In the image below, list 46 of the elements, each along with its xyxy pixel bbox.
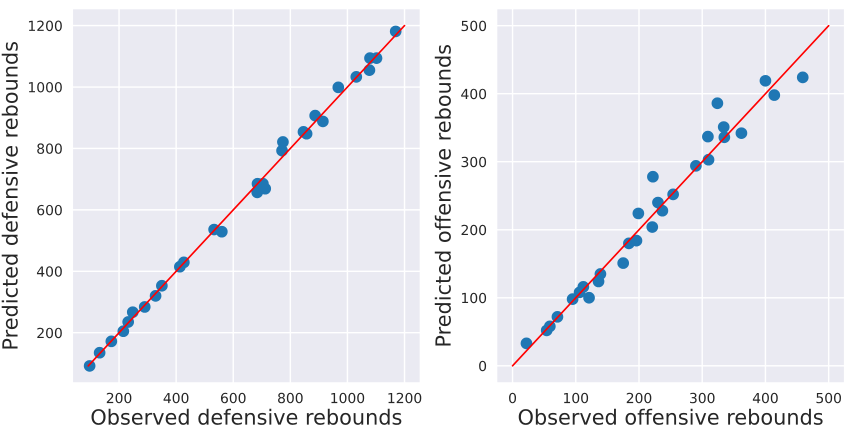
x-tick-label: 100 <box>564 392 588 404</box>
point <box>718 121 730 133</box>
point <box>317 116 329 128</box>
y-tick-label: 1200 <box>28 20 62 32</box>
x-axis-title: Observed offensive rebounds <box>518 408 823 425</box>
y-tick-label: 200 <box>462 224 486 236</box>
x-axis-title: Observed defensive rebounds <box>92 408 402 425</box>
point <box>736 127 748 140</box>
x-tick-label: 1200 <box>388 392 422 404</box>
y-tick-label: 100 <box>462 292 486 304</box>
point <box>632 208 644 220</box>
y-axis-title: Predicted offensive rebounds <box>434 44 451 346</box>
y-tick-label: 200 <box>37 328 62 338</box>
point <box>617 257 630 269</box>
y-tick-label: 1000 <box>28 82 62 92</box>
x-tick-label: 1000 <box>331 392 364 404</box>
y-tick-label: 800 <box>37 143 62 154</box>
x-tick-label: 200 <box>626 392 652 404</box>
x-tick-label: 800 <box>278 392 303 404</box>
x-tick-label: 400 <box>164 392 188 404</box>
point <box>760 74 772 87</box>
y-tick-label: 500 <box>462 20 486 32</box>
point <box>646 221 658 233</box>
x-tick-label: 200 <box>106 392 132 404</box>
point <box>630 234 642 246</box>
y-tick-label: 0 <box>479 360 486 372</box>
point <box>768 89 780 101</box>
point <box>583 292 595 304</box>
point <box>332 81 344 94</box>
point <box>647 170 659 183</box>
point <box>796 72 809 84</box>
x-tick-label: 300 <box>690 392 715 404</box>
point <box>712 97 724 110</box>
y-tick-label: 400 <box>461 88 486 100</box>
point <box>520 338 532 350</box>
y-tick-label: 400 <box>36 266 62 277</box>
x-tick-label: 0 <box>509 392 516 404</box>
x-tick-label: 600 <box>220 392 246 404</box>
point <box>277 136 289 148</box>
point <box>702 130 714 142</box>
y-tick-label: 600 <box>37 204 62 216</box>
point <box>216 226 228 238</box>
y-tick-label: 300 <box>462 156 486 168</box>
x-tick-label: 400 <box>752 392 778 404</box>
y-axis-title: Predicted defensive rebounds <box>2 42 18 349</box>
x-tick-label: 500 <box>816 392 841 404</box>
